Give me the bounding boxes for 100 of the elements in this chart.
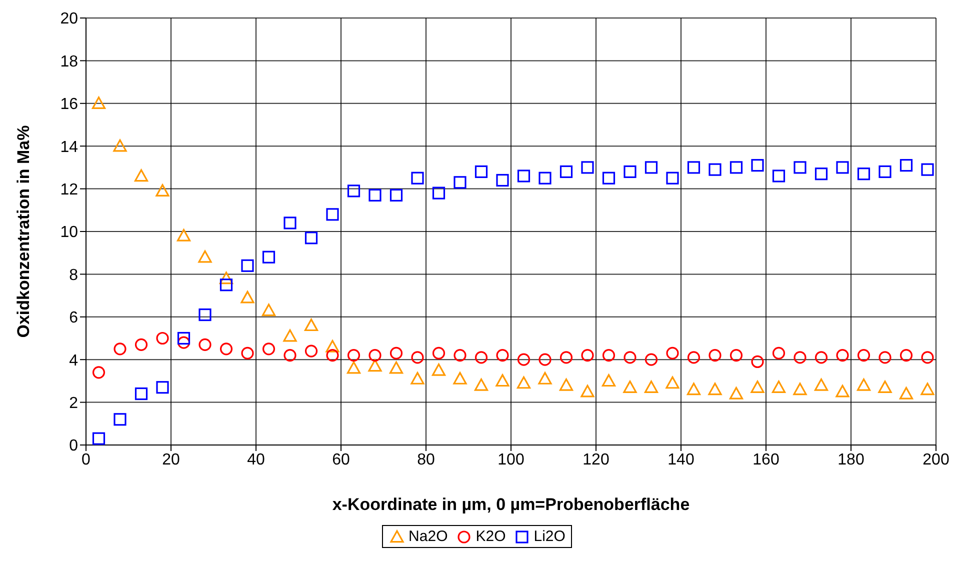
point [602,349,616,362]
point [454,349,466,362]
point [921,351,934,364]
point [516,376,531,389]
point [262,250,276,264]
point [134,338,148,351]
point [241,346,254,360]
point [580,384,594,398]
point [284,349,296,362]
point [390,188,403,202]
point [114,413,126,426]
point [921,163,934,176]
point [496,174,509,187]
point [900,159,913,172]
point [134,169,148,182]
point [920,382,934,396]
point [283,329,297,342]
point [793,382,807,396]
point [836,349,849,362]
point [666,172,679,184]
point [368,359,382,372]
point [346,361,361,374]
point [559,378,574,391]
point [198,308,212,322]
point [347,349,360,362]
point [219,272,234,284]
y-tick-label: 12 [60,181,78,198]
x-tick-label: 200 [922,451,950,468]
point [240,290,254,304]
point [730,349,743,362]
x-tick-label: 80 [417,451,435,468]
point [474,378,488,391]
point [92,96,106,109]
y-tick-label: 8 [69,266,78,284]
point [326,208,339,221]
y-tick-label: 10 [60,224,78,242]
x-tick-label: 20 [162,451,180,468]
point [284,216,296,230]
point [857,349,870,362]
x-tick-label: 160 [752,451,780,468]
point [156,332,169,345]
point [581,349,594,362]
point [517,353,530,366]
point [220,342,233,356]
point [878,165,892,178]
x-tick-label: 120 [582,451,610,468]
point [92,366,106,379]
point [666,346,679,360]
point [177,332,190,345]
y-tick-label: 16 [60,96,78,114]
point [410,372,424,384]
point [772,170,786,182]
point [686,382,701,396]
point [624,165,636,178]
point [368,349,382,362]
point [644,380,658,393]
point [624,351,636,364]
point [814,378,828,391]
point [560,351,573,364]
point [538,172,552,184]
point [262,342,276,356]
point [708,163,722,176]
point [560,165,573,178]
point [176,228,191,242]
point [772,346,786,360]
point [751,355,764,368]
point [474,165,488,178]
point [878,380,892,393]
point [687,351,700,364]
y-tick-label: 0 [69,438,78,455]
point [730,161,743,174]
point [220,278,233,292]
point [134,387,148,400]
point [241,259,254,272]
x-tick-label: 180 [838,451,864,468]
point [581,161,594,174]
point [156,184,170,197]
point [708,382,722,396]
point [411,351,424,364]
point [411,172,424,184]
point [326,349,339,362]
point [538,353,552,366]
y-tick-label: 18 [60,53,78,70]
point [432,186,446,200]
point [156,381,169,394]
point [708,349,722,362]
point [347,184,360,198]
point [750,380,764,393]
point [814,351,828,364]
point [389,361,404,374]
x-tick-label: 140 [668,451,694,468]
point [496,374,510,387]
point [602,374,616,387]
point [772,380,786,393]
point [368,188,382,202]
y-tick-label: 20 [60,10,78,28]
y-tick-label: 6 [69,310,78,327]
point [432,363,446,376]
point [687,161,700,174]
legend-label: Li2O [534,528,566,545]
